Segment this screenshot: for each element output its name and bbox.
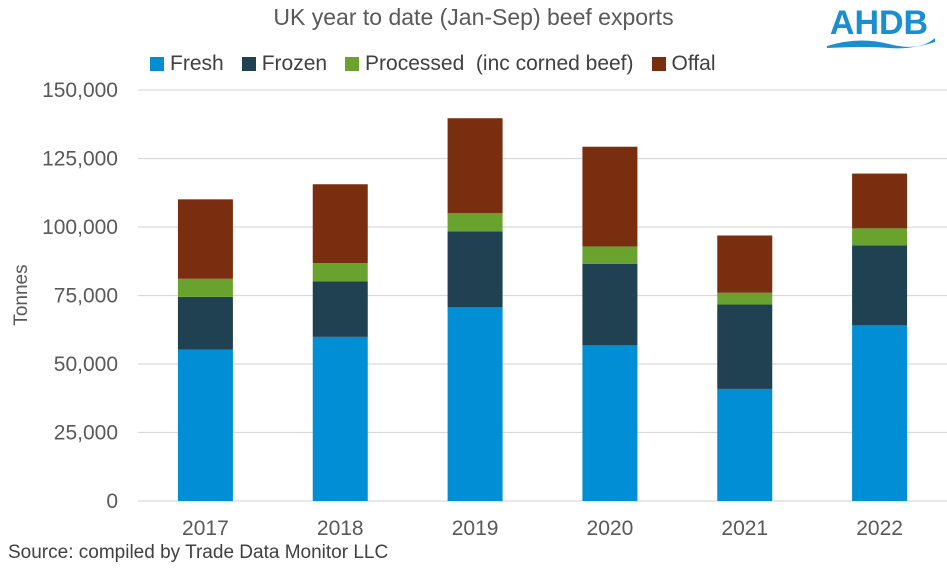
legend-item-offal: Offal <box>651 52 716 76</box>
legend-swatch <box>150 57 164 71</box>
y-axis-label: Tonnes <box>11 264 32 325</box>
bar-offal-2022 <box>852 173 908 229</box>
y-tick-label: 125,000 <box>42 148 118 171</box>
bar-offal-2020 <box>582 146 638 247</box>
bar-fresh-2019 <box>447 307 503 501</box>
legend-item-fresh: Fresh <box>150 52 224 76</box>
legend-label: Processed (inc corned beef) <box>365 52 634 75</box>
chart-title: UK year to date (Jan-Sep) beef exports <box>273 4 674 30</box>
bar-fresh-2021 <box>717 388 773 501</box>
y-tick-label: 25,000 <box>54 422 118 445</box>
bar-frozen-2022 <box>852 245 908 326</box>
legend-label: Fresh <box>170 52 224 75</box>
legend-swatch <box>345 57 360 71</box>
bar-frozen-2021 <box>717 304 773 389</box>
bar-processed-2020 <box>582 246 638 264</box>
ahdb-logo: AHDB <box>819 2 939 57</box>
bar-offal-2018 <box>312 184 368 264</box>
bar-offal-2017 <box>177 199 233 279</box>
bar-processed-2017 <box>177 278 233 297</box>
bar-frozen-2018 <box>312 281 368 337</box>
y-tick-label: 150,000 <box>42 79 118 102</box>
legend-item-processed: Processed (inc corned beef) <box>345 52 634 76</box>
svg-text:AHDB: AHDB <box>830 4 928 42</box>
x-tick-label: 2021 <box>721 517 768 540</box>
x-tick-label: 2020 <box>587 517 634 540</box>
bar-frozen-2019 <box>447 231 503 308</box>
bar-processed-2021 <box>717 292 773 305</box>
x-tick-label: 2017 <box>182 517 229 540</box>
bar-processed-2018 <box>312 263 368 282</box>
legend-swatch <box>651 57 666 71</box>
bar-fresh-2022 <box>852 325 908 501</box>
y-tick-label: 0 <box>106 490 118 513</box>
y-tick-label: 100,000 <box>42 216 118 239</box>
bar-fresh-2018 <box>312 336 368 501</box>
bar-processed-2019 <box>447 213 503 232</box>
x-tick-label: 2018 <box>317 517 364 540</box>
legend-label: Frozen <box>261 52 328 75</box>
bar-fresh-2017 <box>177 349 233 501</box>
y-tick-label: 50,000 <box>54 353 118 376</box>
source-note: Source: compiled by Trade Data Monitor L… <box>8 542 389 563</box>
bar-frozen-2017 <box>177 296 233 350</box>
bar-frozen-2020 <box>582 263 638 346</box>
bar-processed-2022 <box>852 228 908 246</box>
bar-offal-2021 <box>717 235 773 293</box>
legend-label: Offal <box>671 52 716 75</box>
legend-item-frozen: Frozen <box>241 52 328 76</box>
x-tick-label: 2019 <box>452 517 499 540</box>
legend: Fresh Frozen Processed (inc corned beef)… <box>150 52 715 76</box>
bar-offal-2019 <box>447 118 503 214</box>
bar-fresh-2020 <box>582 345 638 501</box>
legend-swatch <box>241 57 256 71</box>
y-tick-label: 75,000 <box>54 285 118 308</box>
x-tick-label: 2022 <box>856 517 903 540</box>
